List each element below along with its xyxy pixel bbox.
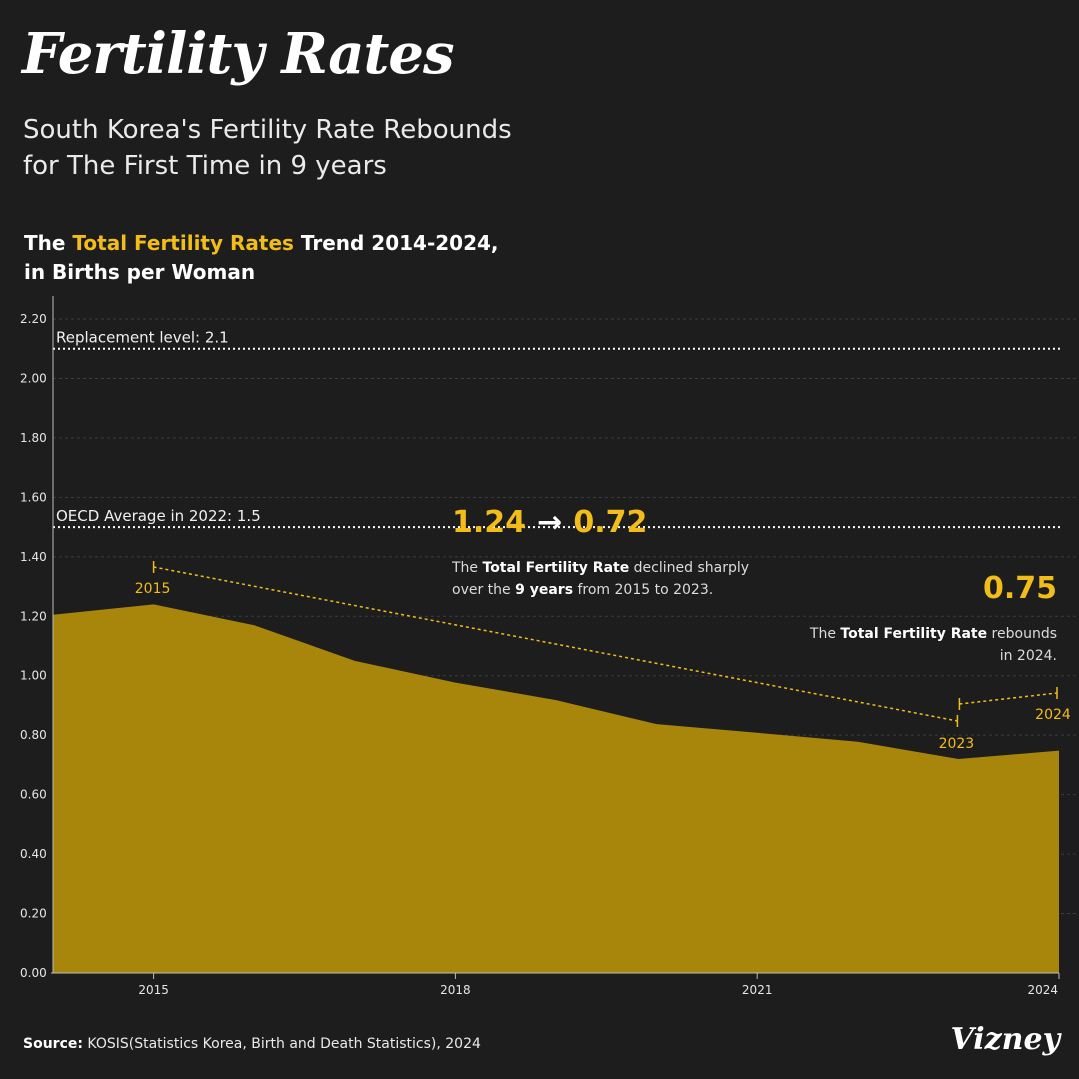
chart-heading-prefix: The <box>24 231 73 255</box>
chart-heading-line-2: in Births per Woman <box>24 260 256 284</box>
decline-note-line-1: The Total Fertility Rate declined sharpl… <box>451 560 749 576</box>
rebound-headline: 0.75 <box>983 571 1057 606</box>
fertility-area <box>53 604 1059 973</box>
x-tick-label: 2024 <box>1027 983 1058 997</box>
decline-headline-arrow: → <box>537 505 562 540</box>
page-subtitle: South Korea's Fertility Rate Rebounds fo… <box>23 112 583 184</box>
y-tick-label: 0.40 <box>20 847 47 861</box>
decline-headline: 1.24 → 0.72 <box>452 505 647 540</box>
chart-heading: The Total Fertility Rates Trend 2014-202… <box>24 229 584 287</box>
y-tick-label: 1.40 <box>20 550 47 564</box>
y-tick-label: 1.00 <box>20 669 47 683</box>
rebound-trend-line <box>959 692 1058 705</box>
rebound-note-line-1: The Total Fertility Rate rebounds <box>809 626 1057 642</box>
x-tick-label: 2015 <box>138 983 169 997</box>
y-tick-label: 0.60 <box>20 788 47 802</box>
decline-start-label: 2015 <box>135 581 171 597</box>
reference-line-label: OECD Average in 2022: 1.5 <box>56 507 261 525</box>
decline-annotation: 2015 2023 1.24 → 0.72 The Total Fertilit… <box>135 505 974 752</box>
x-tick-label: 2021 <box>742 983 773 997</box>
y-tick-label: 2.20 <box>20 312 47 326</box>
reference-line-label: Replacement level: 2.1 <box>56 329 229 347</box>
decline-trend-line <box>153 566 958 722</box>
rebound-annotation: 2023 2024 0.75 The Total Fertility Rate … <box>809 571 1071 723</box>
source-label: Source: <box>23 1036 83 1052</box>
y-tick-label: 0.00 <box>20 966 47 980</box>
subtitle-line-2: for The First Time in 9 years <box>23 151 387 181</box>
y-tick-label: 2.00 <box>20 371 47 385</box>
x-tick-label: 2018 <box>440 983 471 997</box>
y-tick-labels: 0.00 0.20 0.40 0.60 0.80 1.00 1.20 1.40 1.60 1.80… <box>20 312 47 980</box>
source-text: KOSIS(Statistics Korea, Birth and Death … <box>82 1036 481 1052</box>
decline-headline-to: 0.72 <box>573 505 647 540</box>
brand-logo: Vizney <box>950 1022 1060 1057</box>
decline-headline-from: 1.24 <box>452 505 526 540</box>
rebound-end-label: 2024 <box>1035 707 1071 723</box>
decline-note-line-2: over the 9 years from 2015 to 2023. <box>452 582 713 598</box>
rebound-note-line-2: in 2024. <box>1000 648 1057 664</box>
source-note: Source: KOSIS(Statistics Korea, Birth an… <box>23 1036 481 1052</box>
decline-end-label: 2023 <box>939 736 975 752</box>
page-title: Fertility Rates <box>22 21 455 87</box>
chart-heading-suffix: Trend 2014-2024, <box>293 231 499 255</box>
reference-lines: Replacement level: 2.1 OECD Average in 20… <box>53 329 1061 529</box>
x-tick-labels: 2015 2018 2021 2024 <box>138 973 1060 997</box>
y-tick-label: 0.80 <box>20 728 47 742</box>
y-tick-label: 1.80 <box>20 431 47 445</box>
chart-heading-highlight: Total Fertility Rates <box>72 231 294 255</box>
subtitle-line-1: South Korea's Fertility Rate Rebounds <box>23 115 512 145</box>
y-tick-label: 1.60 <box>20 490 47 504</box>
y-tick-label: 1.20 <box>20 609 47 623</box>
y-tick-label: 0.20 <box>20 907 47 921</box>
